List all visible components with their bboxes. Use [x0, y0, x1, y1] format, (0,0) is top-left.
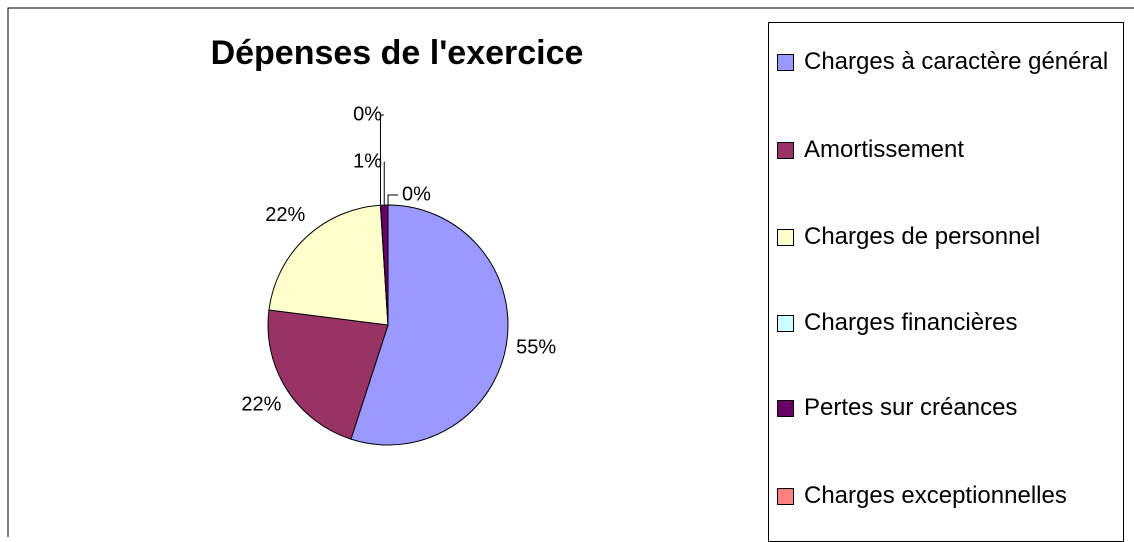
legend-item: Charges financières — [777, 304, 1122, 342]
legend-label: Pertes sur créances — [804, 389, 1109, 427]
legend-label: Charges à caractère général — [804, 43, 1109, 81]
legend-label: Charges de personnel — [804, 218, 1109, 256]
legend-swatch — [777, 229, 794, 246]
legend-label: Charges exceptionnelles — [804, 477, 1109, 515]
legend: Charges à caractère général Amortissement… — [768, 22, 1124, 542]
data-label: 22% — [265, 204, 305, 226]
legend-swatch — [777, 400, 794, 417]
legend-swatch — [777, 488, 794, 505]
legend-swatch — [777, 142, 794, 159]
legend-label: Amortissement — [804, 131, 1109, 169]
data-label: 22% — [241, 394, 281, 416]
chart-title: Dépenses de l'exercice — [211, 34, 584, 72]
legend-label: Charges financières — [804, 304, 1109, 342]
data-label: 1% — [353, 150, 382, 172]
legend-swatch — [777, 315, 794, 332]
data-label: 0% — [402, 183, 431, 205]
legend-item: Charges à caractère général — [777, 43, 1122, 81]
data-label: 0% — [353, 103, 382, 125]
legend-swatch — [777, 54, 794, 71]
legend-item: Charges exceptionnelles — [777, 477, 1122, 515]
data-label: 55% — [516, 337, 556, 359]
legend-item: Charges de personnel — [777, 218, 1122, 256]
legend-item: Amortissement — [777, 131, 1122, 169]
legend-item: Pertes sur créances — [777, 389, 1122, 427]
